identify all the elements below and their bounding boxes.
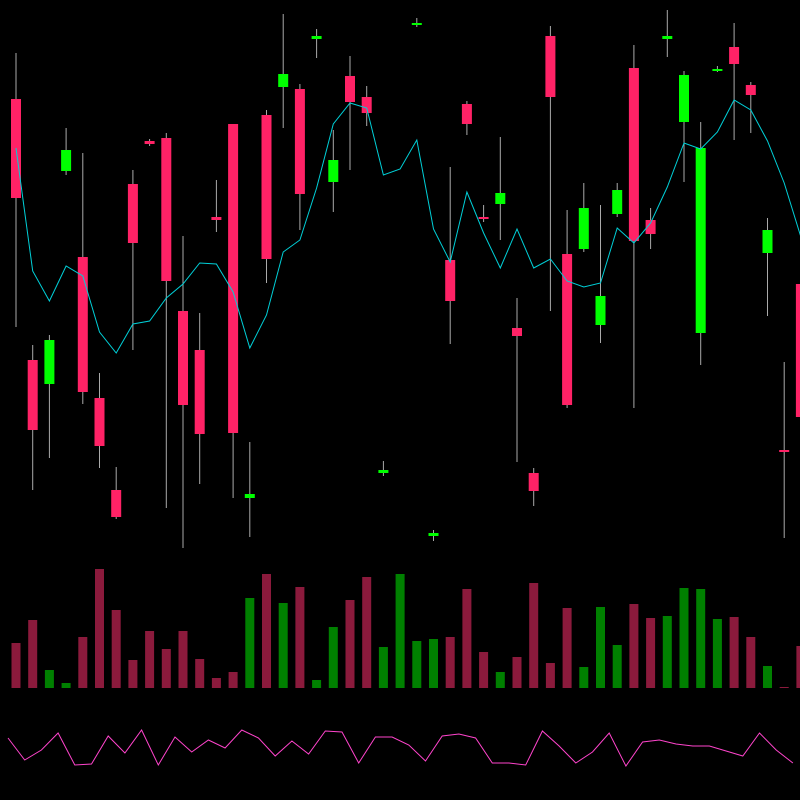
candle-body xyxy=(428,533,439,536)
candle-body xyxy=(378,470,389,473)
volume-bar xyxy=(479,652,489,688)
volume-bar xyxy=(95,569,104,688)
candle-body xyxy=(411,23,422,25)
line xyxy=(15,99,800,354)
volume-bar xyxy=(412,641,422,688)
candle-body xyxy=(345,76,355,102)
candle-body xyxy=(628,68,639,241)
volume-bar xyxy=(562,608,572,688)
candle-body xyxy=(27,360,38,430)
volume-bar xyxy=(211,678,221,688)
candle-body xyxy=(261,115,272,259)
candle-body xyxy=(211,217,222,220)
candle-body xyxy=(111,490,122,517)
volume-bar xyxy=(295,587,305,688)
candle-body xyxy=(762,230,773,253)
volume-bar xyxy=(545,663,555,688)
candle-body xyxy=(311,36,322,39)
candle-body xyxy=(528,473,539,491)
candle-body xyxy=(161,138,172,281)
candle-body xyxy=(695,148,706,333)
volume-bar xyxy=(345,600,355,688)
candle-body xyxy=(595,296,606,325)
volume-bar xyxy=(529,583,539,688)
volume-bar xyxy=(596,607,605,688)
candle-body xyxy=(679,75,689,122)
candle-body xyxy=(278,74,289,87)
candle-body xyxy=(478,217,489,219)
candle-body xyxy=(77,257,88,392)
volume-bar xyxy=(328,627,338,688)
volume-bar xyxy=(28,620,38,688)
candle-body xyxy=(612,190,623,214)
volume-bar xyxy=(629,604,639,688)
volume-bar xyxy=(729,617,739,688)
candle-body xyxy=(94,398,105,446)
volume-bar xyxy=(44,670,54,688)
candle-body xyxy=(662,36,673,39)
volume-bar xyxy=(228,672,238,688)
volume-bar xyxy=(662,616,672,688)
volume-bar xyxy=(378,647,388,688)
volume-bar xyxy=(362,577,372,688)
volume-bar xyxy=(679,588,689,688)
candle-body xyxy=(361,97,372,113)
volume-bar xyxy=(11,643,21,688)
volume-bar xyxy=(111,610,121,688)
volume-bar xyxy=(195,659,205,688)
volume-bar xyxy=(395,574,405,688)
volume-bar xyxy=(429,639,438,688)
volume-bar xyxy=(779,687,789,688)
volume-bar xyxy=(462,589,472,688)
candle-body xyxy=(729,47,740,64)
volume-bar xyxy=(696,589,706,688)
volume-bar xyxy=(128,660,138,688)
candle-body xyxy=(645,220,656,234)
volume-bar xyxy=(445,637,455,688)
candle-body xyxy=(495,193,506,204)
volume-bar xyxy=(178,631,188,688)
candle-body xyxy=(712,69,723,71)
candle-body xyxy=(562,254,573,405)
volume-bar xyxy=(161,649,171,688)
volume-bar xyxy=(312,680,322,688)
candle-body xyxy=(61,150,72,171)
candle-body xyxy=(461,104,472,124)
line xyxy=(7,729,794,767)
candle-body xyxy=(512,328,522,336)
candle-body xyxy=(328,160,339,182)
volume-bar xyxy=(796,646,800,688)
volume-bar xyxy=(61,683,71,688)
candle-body xyxy=(178,311,188,405)
volume-bar xyxy=(646,618,656,688)
candle-body xyxy=(779,450,790,452)
volume-bar xyxy=(512,657,522,688)
candle-body xyxy=(44,340,55,384)
volume-bar xyxy=(746,637,756,688)
volume-bar xyxy=(495,672,505,688)
volume-bar xyxy=(612,645,622,688)
volume-bar xyxy=(712,619,722,688)
candle-body xyxy=(545,36,556,97)
candle-body xyxy=(228,124,239,433)
candle-body xyxy=(795,284,800,417)
volume-bar xyxy=(145,631,155,688)
volume-bar xyxy=(78,637,88,688)
volume-bar xyxy=(262,574,271,688)
volume-bar xyxy=(278,603,288,688)
candle-body xyxy=(745,85,756,95)
volume-bar xyxy=(579,667,589,688)
candle-body xyxy=(244,494,255,498)
candle-body xyxy=(294,89,305,194)
candle-body xyxy=(445,260,456,301)
candle-body xyxy=(127,184,138,243)
candle-body xyxy=(194,350,205,434)
candle-body xyxy=(578,208,589,249)
volume-bar xyxy=(245,598,255,688)
candle-body xyxy=(144,141,155,144)
volume-bar xyxy=(763,666,772,688)
